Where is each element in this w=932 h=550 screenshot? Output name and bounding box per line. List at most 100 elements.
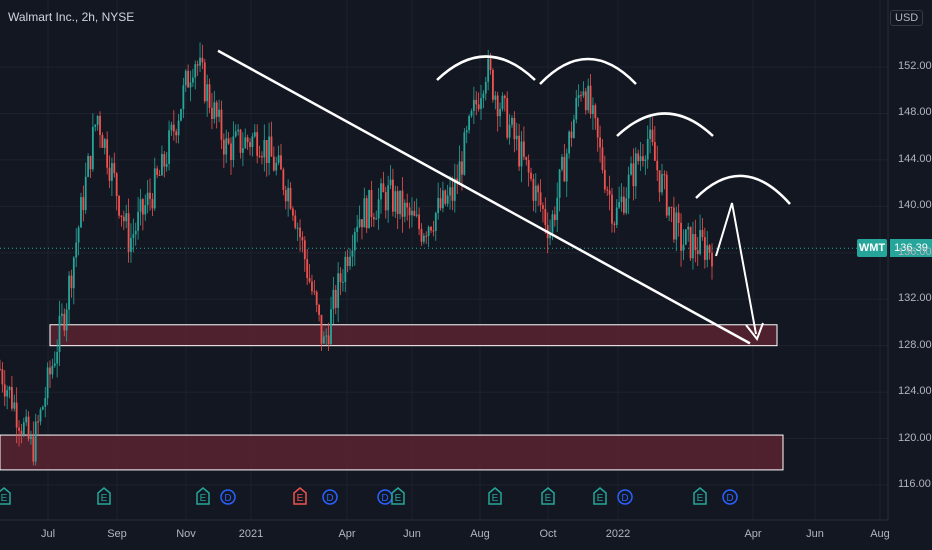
candle-body (37, 421, 40, 423)
candle-body (551, 214, 554, 233)
candle-body (246, 137, 249, 143)
candle-body (534, 185, 537, 201)
candle-body (141, 199, 144, 215)
candle-body (344, 256, 347, 282)
candle-body (187, 70, 190, 88)
candle-body (508, 124, 511, 138)
candle-body (237, 129, 240, 132)
candle-body (382, 183, 385, 193)
candle-body (272, 156, 275, 171)
candle-body (596, 118, 599, 138)
candle-body (368, 190, 370, 229)
candle-body (544, 208, 547, 226)
candle-body (63, 313, 66, 331)
candle-body (542, 205, 544, 209)
candle-body (13, 402, 16, 409)
candle-body (108, 167, 111, 181)
candle-body (346, 256, 349, 267)
candle-body (118, 195, 120, 216)
currency-button[interactable]: USD (890, 10, 924, 26)
candle-body (458, 161, 461, 183)
candle-body (0, 368, 1, 370)
candle-body (615, 207, 618, 225)
candle-body (561, 156, 563, 170)
candle-body (265, 140, 268, 164)
candle-body (506, 98, 509, 138)
trendline (217, 49, 751, 345)
candle-body (330, 309, 332, 344)
candle-body (89, 155, 92, 170)
candle-body (227, 138, 230, 144)
candle-body (515, 135, 518, 140)
candle-body (484, 81, 487, 94)
candle-body (337, 273, 340, 308)
candle-body (682, 244, 685, 251)
candle-body (241, 148, 244, 153)
event-badge-letter: D (381, 493, 388, 504)
candle-body (130, 237, 132, 252)
candle-body (584, 91, 587, 111)
candle-body (661, 174, 663, 193)
earnings-badge (693, 487, 707, 505)
support-zone-upper (49, 324, 778, 347)
candle-body (230, 143, 232, 161)
candle-body (711, 252, 713, 267)
candle-body (411, 210, 413, 216)
y-tick-label: 140.00 (898, 199, 932, 212)
candle-body (342, 281, 344, 283)
candle-body (96, 116, 99, 125)
earnings-badge (196, 487, 210, 505)
candle-body (170, 124, 173, 131)
candle-body (132, 234, 135, 238)
projection-arrow (715, 202, 757, 335)
pattern-arc (695, 174, 791, 205)
dividend-badge (220, 489, 236, 505)
candle-body (656, 160, 659, 171)
candle-body (163, 154, 166, 167)
candle-body (675, 212, 678, 240)
candle-body (487, 58, 490, 82)
candle-body (56, 351, 59, 364)
candle-body (499, 109, 501, 117)
candle-body (396, 191, 399, 215)
earnings-badge (391, 487, 405, 505)
candle-body (184, 70, 187, 86)
candle-body (492, 69, 494, 100)
candle-body (503, 95, 506, 99)
candle-body (291, 208, 294, 216)
event-badge-letter: E (545, 493, 552, 504)
candle-body (258, 155, 261, 157)
candle-body (206, 84, 209, 102)
candle-body (68, 275, 70, 310)
candle-body (437, 198, 440, 213)
candle-body (225, 138, 228, 155)
candle-body (11, 386, 13, 409)
y-tick-label: 136.00 (898, 245, 932, 258)
x-tick-label: Jun (403, 528, 421, 540)
x-tick-label: Aug (870, 528, 890, 540)
x-tick-label: 2022 (605, 528, 631, 540)
candle-body (582, 91, 585, 96)
candle-body (677, 212, 680, 223)
event-badge-letter: E (297, 493, 304, 504)
candle-body (518, 135, 521, 167)
candle-body (101, 134, 104, 148)
candle-body (565, 153, 568, 182)
candle-body (18, 427, 20, 431)
candle-body (444, 190, 447, 204)
candle-body (61, 313, 63, 316)
candle-body (456, 178, 459, 183)
candle-body (168, 130, 170, 164)
candle-body (387, 185, 390, 211)
candle-body (6, 390, 9, 397)
candle-body (27, 416, 30, 439)
candle-body (182, 85, 185, 110)
candle-body (249, 142, 251, 147)
candle-body (401, 190, 404, 217)
candle-body (680, 222, 682, 251)
y-tick-label: 148.00 (898, 106, 932, 119)
candle-body (287, 187, 290, 202)
pattern-arc (539, 57, 637, 85)
